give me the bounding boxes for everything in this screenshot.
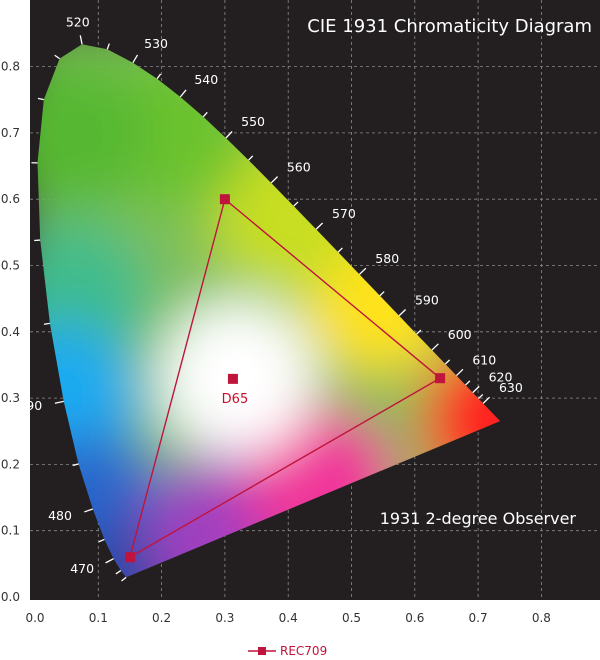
wavelength-tick <box>43 322 50 325</box>
series-point <box>435 373 446 384</box>
wavelength-tick <box>465 380 471 386</box>
wavelength-tick <box>398 309 407 317</box>
wavelength-label: 490 <box>18 398 42 413</box>
wavelength-tick <box>115 570 122 575</box>
x-axis-ticks: 0.0 0.1 0.2 0.3 0.4 0.5 0.6 0.7 0.8 <box>25 611 550 625</box>
y-tick-label: 0.4 <box>1 325 20 339</box>
legend-label: REC709 <box>280 644 327 658</box>
wavelength-label: 620 <box>489 369 513 384</box>
series-point <box>219 194 230 205</box>
wavelength-tick <box>444 359 451 365</box>
gradient-anchor <box>37 54 151 211</box>
wavelength-tick <box>379 291 385 297</box>
legend-marker <box>258 647 266 655</box>
white-point-marker <box>227 373 238 384</box>
wavelength-tick <box>337 247 343 253</box>
x-tick-label: 0.2 <box>152 611 171 625</box>
wavelength-tick <box>54 54 60 60</box>
y-tick-label: 0.2 <box>1 457 20 471</box>
wavelength-tick <box>105 558 114 564</box>
x-tick-label: 0.7 <box>469 611 488 625</box>
wavelength-label: 580 <box>375 251 399 266</box>
wavelength-label: 480 <box>48 508 72 523</box>
wavelength-labels: 4704804905205305405505605705805906006106… <box>18 15 523 576</box>
x-tick-label: 0.1 <box>89 611 108 625</box>
wavelength-tick <box>248 155 254 161</box>
wavelength-tick <box>79 35 83 45</box>
wavelength-label: 630 <box>499 380 523 395</box>
white-point-label: D65 <box>222 392 249 407</box>
wavelength-tick <box>472 385 480 394</box>
y-tick-label: 0.6 <box>1 192 20 206</box>
wavelength-tick <box>315 222 324 230</box>
x-tick-label: 0.0 <box>25 611 44 625</box>
wavelength-label: 530 <box>144 36 168 51</box>
wavelength-ticks <box>31 35 491 582</box>
wavelength-tick <box>37 97 44 101</box>
observer-annotation: 1931 2-degree Observer <box>380 509 577 528</box>
y-tick-label: 0.3 <box>1 391 20 405</box>
wavelength-tick <box>478 393 484 400</box>
legend: REC709 <box>248 644 327 658</box>
wavelength-label: 550 <box>241 114 265 129</box>
y-tick-label: 0.7 <box>1 126 20 140</box>
wavelength-label: 590 <box>415 293 439 308</box>
x-tick-label: 0.8 <box>532 611 551 625</box>
wavelength-label: 600 <box>448 327 472 342</box>
series-group <box>124 194 446 563</box>
wavelength-tick <box>179 89 187 98</box>
wavelength-tick <box>358 267 367 275</box>
wavelength-tick <box>456 368 464 377</box>
y-tick-label: 0.0 <box>1 590 20 604</box>
wavelength-tick <box>72 463 79 467</box>
wavelength-tick <box>482 396 491 404</box>
series-point <box>124 552 135 563</box>
wavelength-tick <box>416 329 422 335</box>
y-axis-ticks: 0.0 0.1 0.2 0.3 0.4 0.5 0.6 0.7 0.8 <box>1 60 20 604</box>
wavelength-tick <box>270 176 279 184</box>
chart-title: CIE 1931 Chromaticity Diagram <box>307 16 592 37</box>
wavelength-label: 570 <box>332 206 356 221</box>
wavelength-tick <box>156 73 162 80</box>
x-tick-label: 0.3 <box>215 611 234 625</box>
wavelength-tick <box>84 508 94 513</box>
gradient-anchor <box>37 220 151 377</box>
wavelength-tick <box>202 111 208 118</box>
wavelength-label: 540 <box>194 72 218 87</box>
series-line <box>128 197 442 559</box>
x-tick-label: 0.4 <box>279 611 298 625</box>
wavelength-tick <box>431 343 439 351</box>
white-point-group: D65 <box>222 373 249 407</box>
wavelength-tick <box>132 54 139 64</box>
wavelength-label: 520 <box>66 15 90 30</box>
wavelength-tick <box>98 538 105 543</box>
y-tick-label: 0.5 <box>1 259 20 273</box>
wavelength-label: 470 <box>70 561 94 576</box>
wavelength-tick <box>54 400 64 404</box>
wavelength-tick <box>121 576 127 582</box>
wavelength-tick <box>106 43 110 50</box>
y-tick-label: 0.8 <box>1 60 20 74</box>
wavelength-tick <box>225 131 233 139</box>
y-tick-label: 0.1 <box>1 524 20 538</box>
x-tick-label: 0.6 <box>405 611 424 625</box>
wavelength-label: 560 <box>287 160 311 175</box>
wavelength-label: 610 <box>472 352 496 367</box>
wavelength-tick <box>293 201 299 207</box>
x-tick-label: 0.5 <box>342 611 361 625</box>
